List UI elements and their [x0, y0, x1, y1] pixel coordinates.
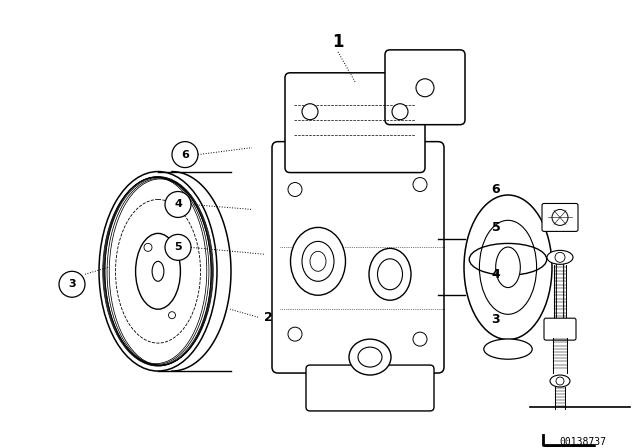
Ellipse shape — [152, 261, 164, 281]
Circle shape — [302, 104, 318, 120]
Ellipse shape — [464, 195, 552, 340]
Text: 6: 6 — [181, 150, 189, 159]
Text: 1: 1 — [332, 33, 344, 51]
FancyBboxPatch shape — [306, 365, 434, 411]
FancyBboxPatch shape — [544, 318, 576, 340]
Text: 6: 6 — [492, 183, 500, 196]
Circle shape — [288, 182, 302, 197]
Ellipse shape — [550, 375, 570, 387]
Ellipse shape — [291, 228, 346, 295]
Circle shape — [172, 142, 198, 168]
Circle shape — [165, 191, 191, 217]
FancyBboxPatch shape — [385, 50, 465, 125]
Circle shape — [59, 271, 85, 297]
Circle shape — [413, 177, 427, 191]
Text: 4: 4 — [174, 199, 182, 210]
Ellipse shape — [349, 339, 391, 375]
Ellipse shape — [369, 248, 411, 300]
Polygon shape — [545, 445, 595, 448]
Text: 3: 3 — [492, 313, 500, 326]
Text: 5: 5 — [492, 221, 500, 234]
Ellipse shape — [547, 250, 573, 264]
Ellipse shape — [136, 233, 180, 309]
Ellipse shape — [496, 247, 520, 288]
Circle shape — [288, 327, 302, 341]
Text: 3: 3 — [68, 279, 76, 289]
Circle shape — [413, 332, 427, 346]
Ellipse shape — [484, 339, 532, 359]
Circle shape — [392, 104, 408, 120]
FancyBboxPatch shape — [272, 142, 444, 373]
Text: 5: 5 — [174, 242, 182, 252]
Text: 00138737: 00138737 — [559, 437, 607, 447]
Text: 4: 4 — [492, 268, 500, 281]
FancyBboxPatch shape — [285, 73, 425, 172]
FancyBboxPatch shape — [542, 203, 578, 232]
Circle shape — [165, 234, 191, 260]
Ellipse shape — [469, 243, 547, 275]
Circle shape — [416, 79, 434, 97]
Text: 2: 2 — [264, 310, 273, 324]
